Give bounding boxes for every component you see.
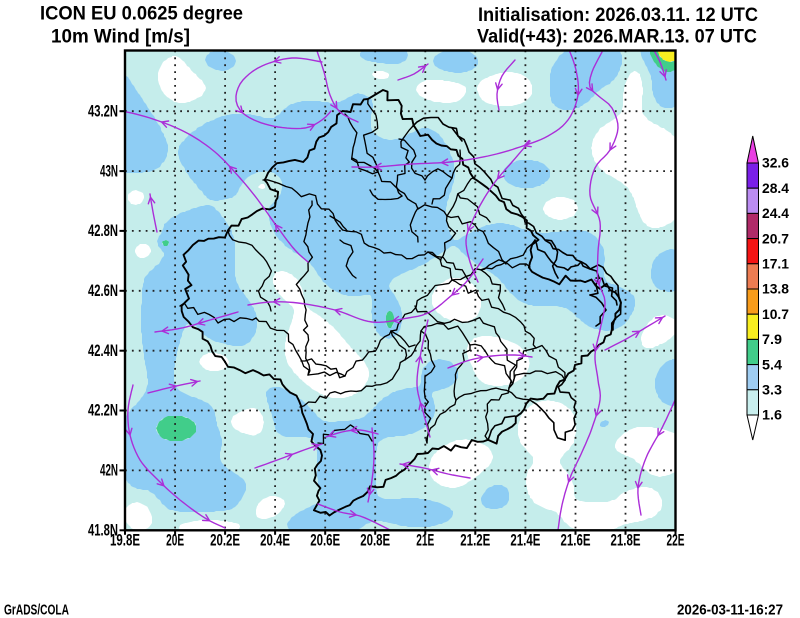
svg-text:41.8N: 41.8N <box>88 522 118 540</box>
svg-text:21.6E: 21.6E <box>561 532 591 550</box>
svg-text:42N: 42N <box>100 462 118 480</box>
svg-text:20.6E: 20.6E <box>310 532 340 550</box>
svg-text:5.4: 5.4 <box>762 357 783 372</box>
svg-text:43N: 43N <box>100 162 118 180</box>
svg-text:32.6: 32.6 <box>762 156 789 171</box>
svg-text:1.6: 1.6 <box>762 408 783 423</box>
svg-text:24.4: 24.4 <box>762 206 789 221</box>
svg-text:19.8E: 19.8E <box>110 532 140 550</box>
svg-text:21.8E: 21.8E <box>611 532 641 550</box>
svg-text:42.2N: 42.2N <box>88 402 118 420</box>
svg-text:3.3: 3.3 <box>762 383 783 398</box>
svg-text:20.7: 20.7 <box>762 231 789 246</box>
svg-text:17.1: 17.1 <box>762 257 789 272</box>
svg-text:21.4E: 21.4E <box>510 532 540 550</box>
svg-text:20.2E: 20.2E <box>210 532 240 550</box>
svg-text:21.2E: 21.2E <box>460 532 490 550</box>
svg-text:20.8E: 20.8E <box>360 532 390 550</box>
svg-text:42.8N: 42.8N <box>88 222 118 240</box>
svg-text:28.4: 28.4 <box>762 181 789 196</box>
svg-text:13.8: 13.8 <box>762 282 789 297</box>
svg-text:Initialisation: 2026.03.11. 12: Initialisation: 2026.03.11. 12 UTC <box>478 5 758 26</box>
svg-text:Valid(+43): 2026.MAR.13. 07 UT: Valid(+43): 2026.MAR.13. 07 UTC <box>477 27 757 48</box>
svg-text:43.2N: 43.2N <box>88 102 118 120</box>
svg-text:ICON EU 0.0625 degree: ICON EU 0.0625 degree <box>40 4 243 25</box>
svg-text:21E: 21E <box>416 532 434 550</box>
svg-text:42.6N: 42.6N <box>88 282 118 300</box>
svg-text:22E: 22E <box>667 532 685 550</box>
svg-text:20E: 20E <box>166 532 184 550</box>
svg-text:10.7: 10.7 <box>762 307 789 322</box>
svg-text:10m Wind [m/s]: 10m Wind [m/s] <box>51 27 190 48</box>
svg-text:2026-03-11-16:27: 2026-03-11-16:27 <box>677 603 783 618</box>
svg-text:7.9: 7.9 <box>762 332 782 347</box>
svg-text:20.4E: 20.4E <box>260 532 290 550</box>
svg-text:42.4N: 42.4N <box>88 342 118 360</box>
svg-text:GrADS/COLA: GrADS/COLA <box>4 603 69 618</box>
